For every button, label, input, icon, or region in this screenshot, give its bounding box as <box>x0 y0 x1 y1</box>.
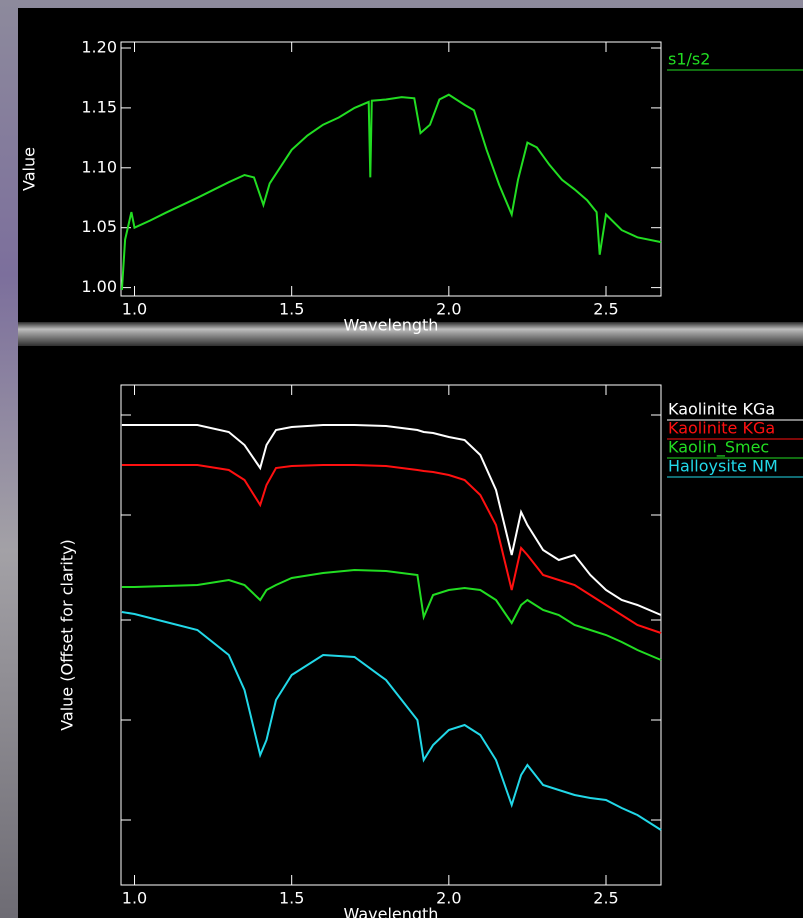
x-tick-label: 1.0 <box>122 300 147 319</box>
x-tick-label: 2.5 <box>593 300 618 319</box>
legend-label: Kaolin_Smec <box>668 438 769 458</box>
x-tick-label: 2.5 <box>593 889 618 908</box>
page: 1.0 1.5 2.0 2.5 1.00 1.05 1.10 1.15 1.20 Waveleng… <box>0 0 803 918</box>
y-tick-label: 1.20 <box>81 37 117 56</box>
y-axis-title: Value (Offset for clarity) <box>58 539 77 731</box>
x-tick-label: 1.5 <box>279 889 304 908</box>
y-tick-label: 1.00 <box>81 277 117 296</box>
legend-label: Kaolinite KGa <box>668 419 775 438</box>
chart-window: 1.0 1.5 2.0 2.5 1.00 1.05 1.10 1.15 1.20 Waveleng… <box>0 0 803 918</box>
x-tick-label: 2.0 <box>436 889 461 908</box>
y-tick-label: 1.10 <box>81 157 117 176</box>
x-tick-label: 1.5 <box>279 300 304 319</box>
x-tick-label: 2.0 <box>436 300 461 319</box>
x-axis-title: Wavelength <box>344 905 439 918</box>
x-tick-label: 1.0 <box>122 889 147 908</box>
legend-label: Kaolinite KGa <box>668 400 775 419</box>
y-tick-label: 1.05 <box>81 217 117 236</box>
x-axis-title: Wavelength <box>344 316 439 335</box>
y-axis-title: Value <box>20 147 39 191</box>
legend-label: s1/s2 <box>668 50 710 69</box>
legend-label: Halloysite NM <box>668 457 778 476</box>
y-tick-label: 1.15 <box>81 97 117 116</box>
